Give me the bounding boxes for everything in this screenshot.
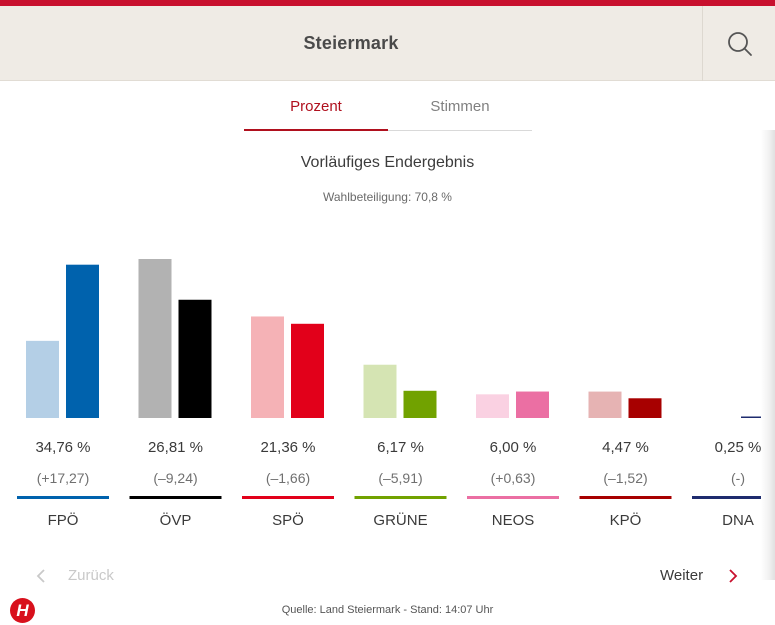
- party-name-5: KPÖ: [610, 511, 642, 529]
- search-button[interactable]: [702, 6, 775, 81]
- tab-prozent[interactable]: Prozent: [244, 92, 388, 131]
- brand-logo[interactable]: H: [10, 598, 35, 623]
- bar-previous-0: [26, 340, 59, 418]
- tab-bar: Prozent Stimmen: [244, 92, 532, 131]
- party-underline-3: [354, 496, 447, 499]
- change-label-3: (–5,91): [378, 470, 422, 486]
- party-name-4: NEOS: [492, 512, 535, 529]
- change-label-6: (-): [731, 470, 745, 486]
- tab-stimmen[interactable]: Stimmen: [430, 98, 490, 115]
- chevron-left-icon: [36, 569, 45, 583]
- value-label-3: 6,17 %: [377, 439, 424, 456]
- change-label-4: (+0,63): [491, 470, 536, 486]
- bar-previous-5: [588, 391, 622, 418]
- search-icon: [728, 32, 752, 56]
- value-label-2: 21,36 %: [260, 439, 315, 456]
- chevron-right-icon: [729, 569, 738, 583]
- change-label-1: (–9,24): [153, 470, 197, 486]
- value-label-1: 26,81 %: [148, 439, 203, 456]
- change-label-5: (–1,52): [603, 470, 647, 486]
- bar-previous-2: [251, 316, 284, 418]
- result-title: Vorläufiges Endergebnis: [300, 154, 475, 171]
- bar-previous-1: [138, 259, 172, 418]
- party-underline-4: [467, 496, 559, 499]
- value-label-6: 0,25 %: [715, 439, 761, 456]
- logo-letter: H: [16, 601, 29, 620]
- bar-previous-4: [476, 394, 509, 418]
- turnout-label: Wahlbeteiligung: 70,8 %: [323, 190, 452, 204]
- next-button[interactable]: Weiter: [660, 562, 750, 590]
- bar-previous-3: [363, 364, 397, 418]
- party-underline-2: [242, 496, 334, 499]
- value-label-0: 34,76 %: [35, 439, 90, 456]
- party-underline-0: [17, 496, 109, 499]
- election-bar-chart: 34,76 % (+17,27) FPÖ 26,81 % (–9,24) ÖVP 21,36…: [17, 259, 761, 529]
- party-underline-1: [129, 496, 222, 499]
- next-label: Weiter: [660, 567, 704, 584]
- bar-current-1: [178, 299, 212, 418]
- party-name-1: ÖVP: [160, 511, 192, 529]
- page-title: Steiermark: [303, 33, 399, 53]
- bar-current-3: [403, 390, 437, 418]
- value-label-4: 6,00 %: [490, 439, 537, 456]
- party-underline-6: [692, 496, 761, 499]
- party-name-3: GRÜNE: [373, 511, 427, 529]
- party-name-0: FPÖ: [48, 511, 79, 529]
- top-accent-bar: [0, 0, 775, 6]
- party-name-6: DNA: [722, 512, 754, 529]
- bar-current-6: [741, 416, 761, 418]
- party-name-2: SPÖ: [272, 511, 304, 529]
- change-label-0: (+17,27): [37, 470, 90, 486]
- bar-current-5: [628, 398, 662, 418]
- change-label-2: (–1,66): [266, 470, 310, 486]
- party-underline-5: [579, 496, 672, 499]
- value-label-5: 4,47 %: [602, 439, 649, 456]
- bar-current-2: [291, 323, 324, 418]
- source-note: Quelle: Land Steiermark - Stand: 14:07 U…: [281, 604, 494, 616]
- back-label: Zurück: [68, 567, 114, 584]
- header: Steiermark: [0, 6, 775, 81]
- bar-current-0: [66, 264, 99, 418]
- bar-current-4: [516, 391, 549, 418]
